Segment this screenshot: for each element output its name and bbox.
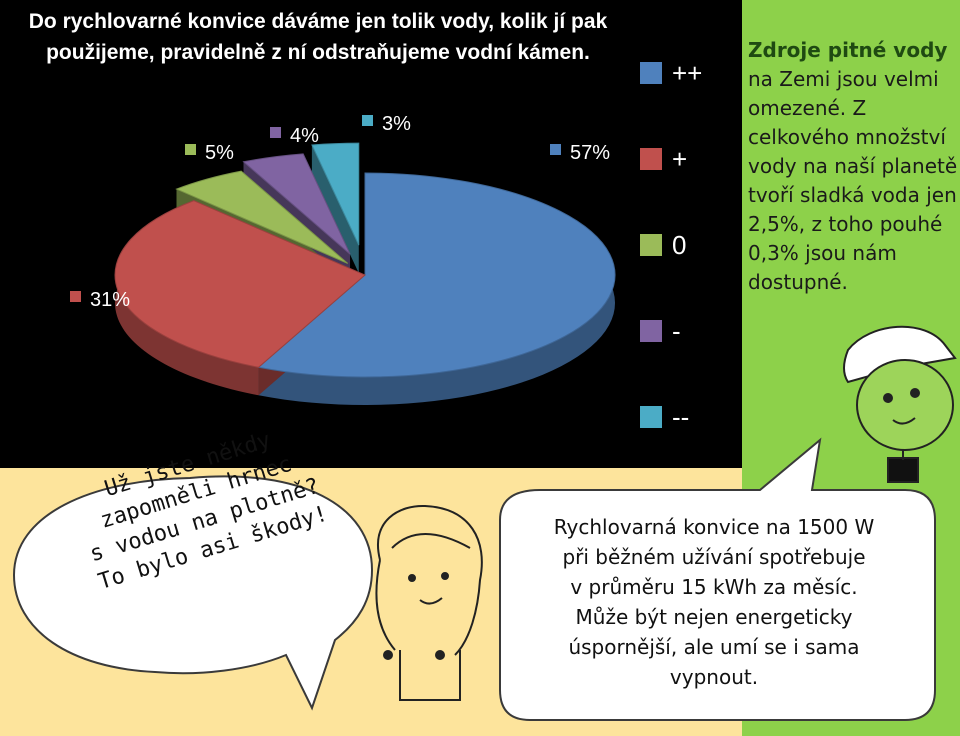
boy-character-icon <box>843 325 957 483</box>
legend-swatch <box>640 320 662 342</box>
legend-swatch <box>640 62 662 84</box>
data-label: 4% <box>290 125 319 147</box>
speech-bubble-left <box>12 475 374 711</box>
legend-label: 0 <box>672 230 686 260</box>
data-label: 5% <box>205 142 234 164</box>
legend-swatch <box>640 234 662 256</box>
pie-slice-5 <box>311 142 360 246</box>
data-label: 31% <box>90 289 130 311</box>
kettle-info-line: v průměru 15 kWh za měsíc. <box>570 575 858 599</box>
pie-slice-4 <box>242 153 351 255</box>
data-label-swatch <box>270 127 281 138</box>
data-label-swatch <box>185 144 196 155</box>
pie-slice-3 <box>175 170 349 264</box>
data-label-swatch <box>362 115 373 126</box>
data-label: 57% <box>570 142 610 164</box>
legend-label: ++ <box>672 58 702 88</box>
kettle-info-line: Rychlovarná konvice na 1500 W <box>553 515 875 539</box>
legend-label: -- <box>672 402 689 432</box>
pie-slice-wall <box>311 143 359 274</box>
water-info-text: Zdroje pitné vody na Zemi jsou velmi ome… <box>748 36 958 297</box>
pie-slice-1 <box>257 172 616 378</box>
speech-bubble-right <box>499 437 936 721</box>
pie-slice-side <box>258 173 615 405</box>
kettle-info-line: Může být nejen energeticky <box>575 605 853 629</box>
pie-chart: 57%31%5%4%3% +++0--- <box>70 58 702 432</box>
legend-label: - <box>672 316 681 346</box>
kettle-info-text: Rychlovarná konvice na 1500 W při běžném… <box>504 512 924 692</box>
legend-swatch <box>640 406 662 428</box>
pie-slice-2 <box>114 200 366 368</box>
legend-label: + <box>672 144 687 174</box>
legend-swatch <box>640 148 662 170</box>
kettle-info-line: vypnout. <box>669 665 759 689</box>
water-info-body: na Zemi jsou velmi omezené. Z celkového … <box>748 67 958 294</box>
data-label-swatch <box>70 291 81 302</box>
data-label: 3% <box>382 113 411 135</box>
water-info-highlight: Zdroje pitné vody <box>748 38 948 62</box>
kettle-info-line: úspornější, ale umí se i sama <box>568 635 860 659</box>
data-label-swatch <box>550 144 561 155</box>
kettle-info-line: při běžném užívání spotřebuje <box>562 545 866 569</box>
girl-character-icon <box>375 504 483 701</box>
chart-title: Do rychlovarné konvice dáváme jen tolik … <box>28 10 608 64</box>
